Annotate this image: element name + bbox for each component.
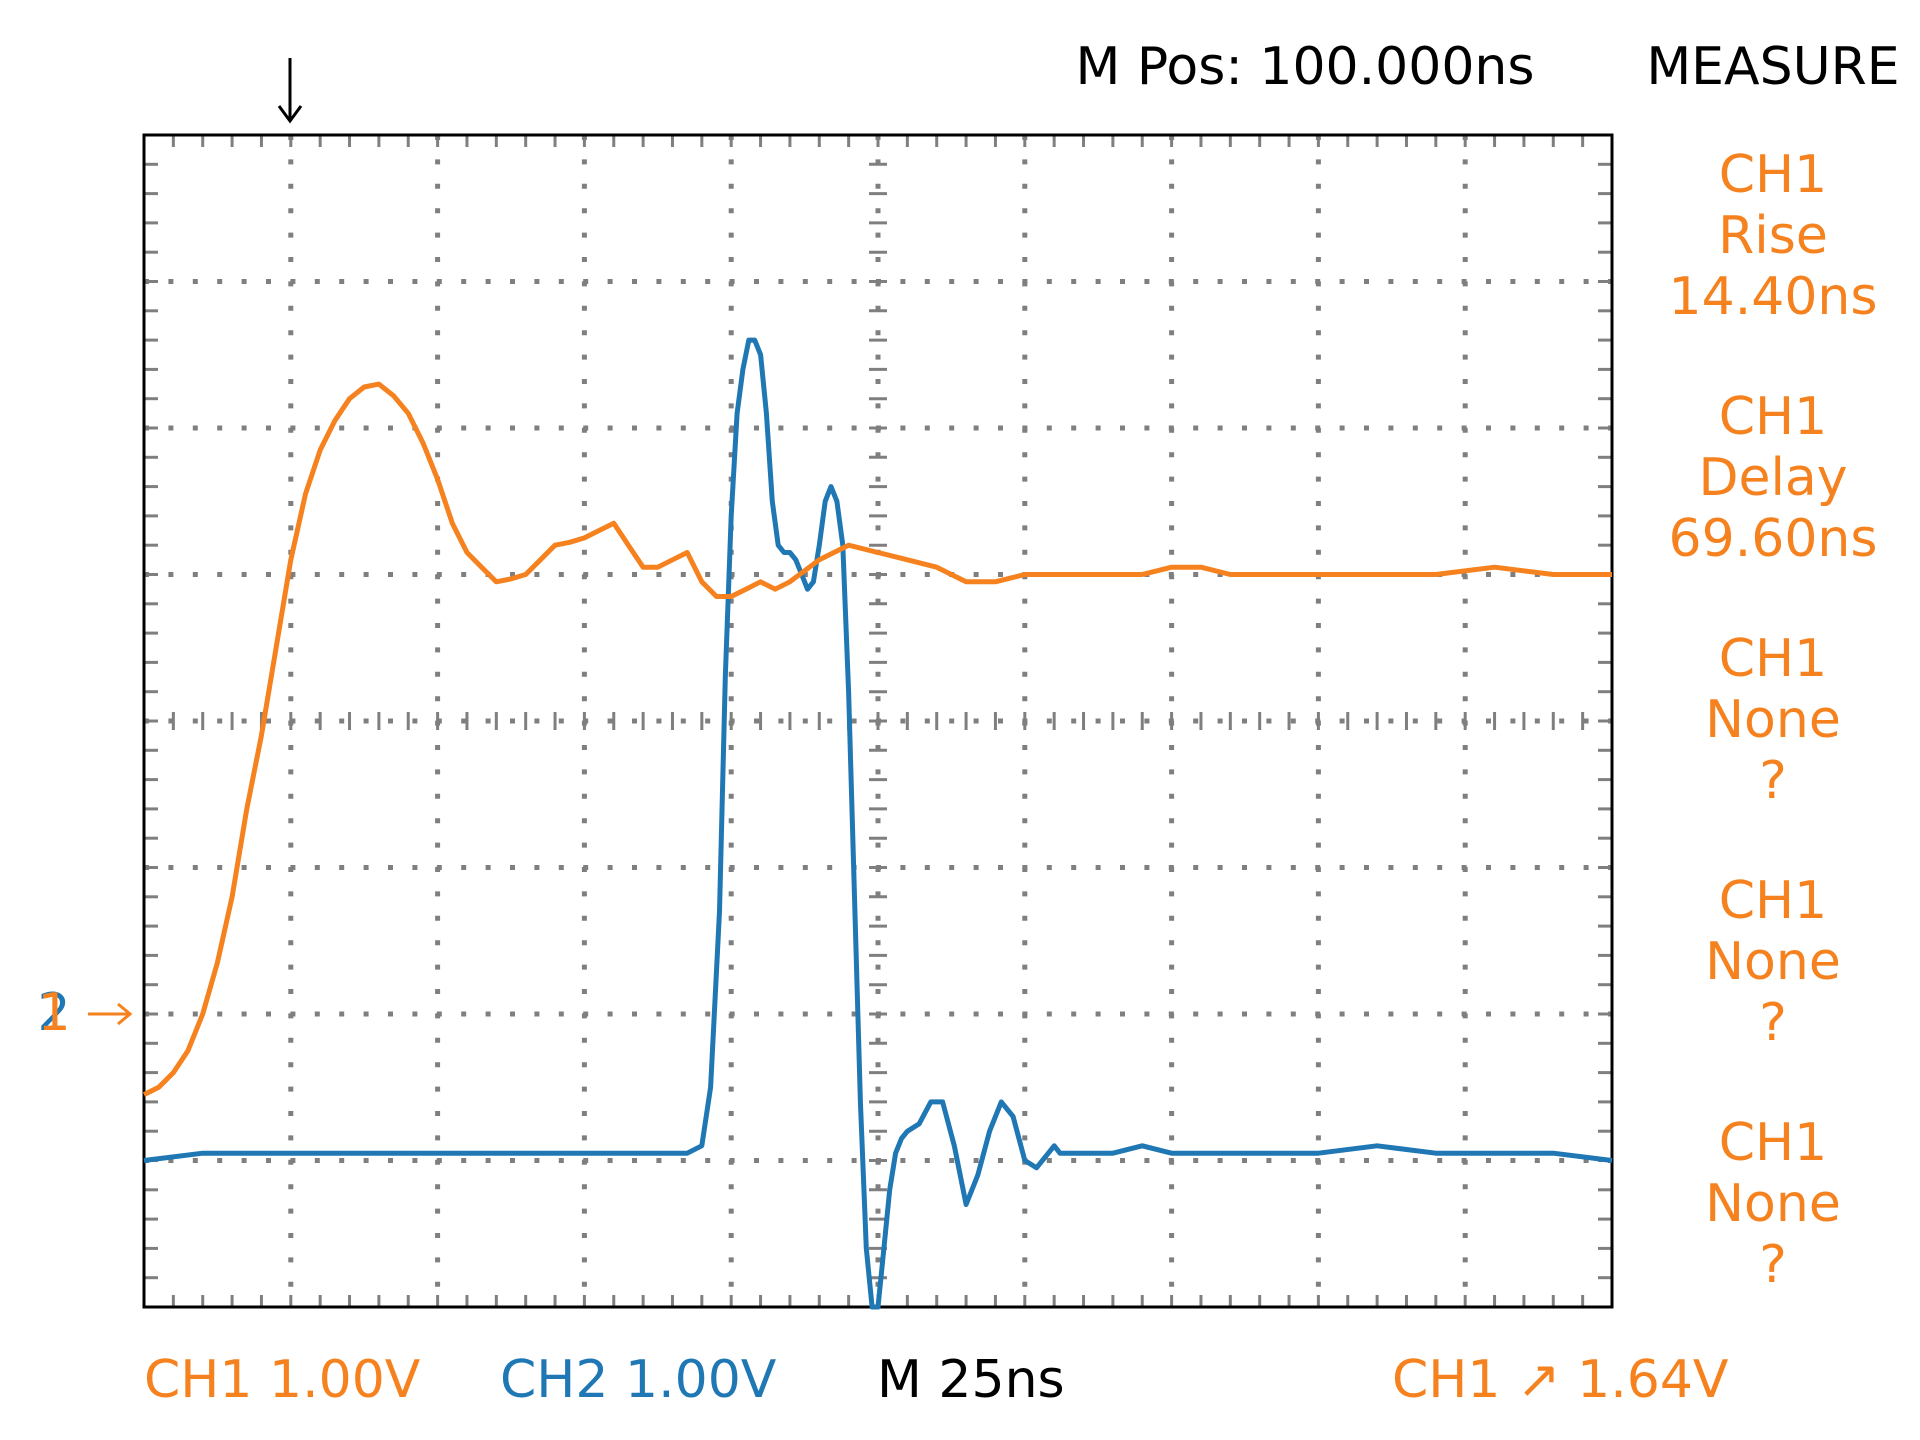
horizontal-position-readout: M Pos: 100.000ns (1076, 37, 1535, 97)
ch2-ground-label: 2 (37, 983, 70, 1043)
measurement-value: ? (1759, 1235, 1787, 1295)
measurement-slot[interactable]: CH1 None ? (1705, 629, 1841, 811)
measurement-type: Rise (1718, 206, 1828, 266)
timebase-readout: M 25ns (877, 1350, 1065, 1410)
down-arrow-icon (277, 58, 303, 124)
measurement-type: None (1705, 1174, 1841, 1234)
measurement-slot[interactable]: CH1 Delay 69.60ns (1669, 387, 1878, 569)
ch1-volts-per-div: CH1 1.00V (144, 1350, 421, 1410)
measurement-source: CH1 (1719, 1113, 1828, 1173)
measurement-slot[interactable]: CH1 Rise 14.40ns (1669, 145, 1878, 327)
measurement-value: ? (1759, 993, 1787, 1053)
measurement-value: 69.60ns (1669, 509, 1878, 569)
trigger-readout: CH1 ↗ 1.64V (1392, 1350, 1729, 1410)
measurement-value: 14.40ns (1669, 267, 1878, 327)
ch2-trace (143, 337, 1613, 1310)
measurement-slot[interactable]: CH1 None ? (1705, 1113, 1841, 1295)
graticule (142, 133, 1614, 1309)
measure-menu-title[interactable]: MEASURE (1646, 37, 1899, 97)
measurement-value: ? (1759, 751, 1787, 811)
ch1-ground-label: 1 (37, 983, 70, 1043)
ch2-volts-per-div: CH2 1.00V (500, 1350, 777, 1410)
measurement-source: CH1 (1719, 387, 1828, 447)
measurement-type: None (1705, 690, 1841, 750)
ch1-trace (142, 381, 1612, 1097)
measurement-source: CH1 (1719, 629, 1828, 689)
measurement-type: None (1705, 932, 1841, 992)
measurement-source: CH1 (1719, 145, 1828, 205)
measurement-type: Delay (1698, 448, 1847, 508)
measurement-panel: CH1 Rise 14.40ns CH1 Delay 69.60ns CH1 N… (1669, 145, 1878, 1295)
measurement-source: CH1 (1719, 871, 1828, 931)
right-arrow-icon (88, 1002, 133, 1026)
measurement-slot[interactable]: CH1 None ? (1705, 871, 1841, 1053)
channel-ground-marker[interactable]: 2 1 (37, 983, 133, 1043)
